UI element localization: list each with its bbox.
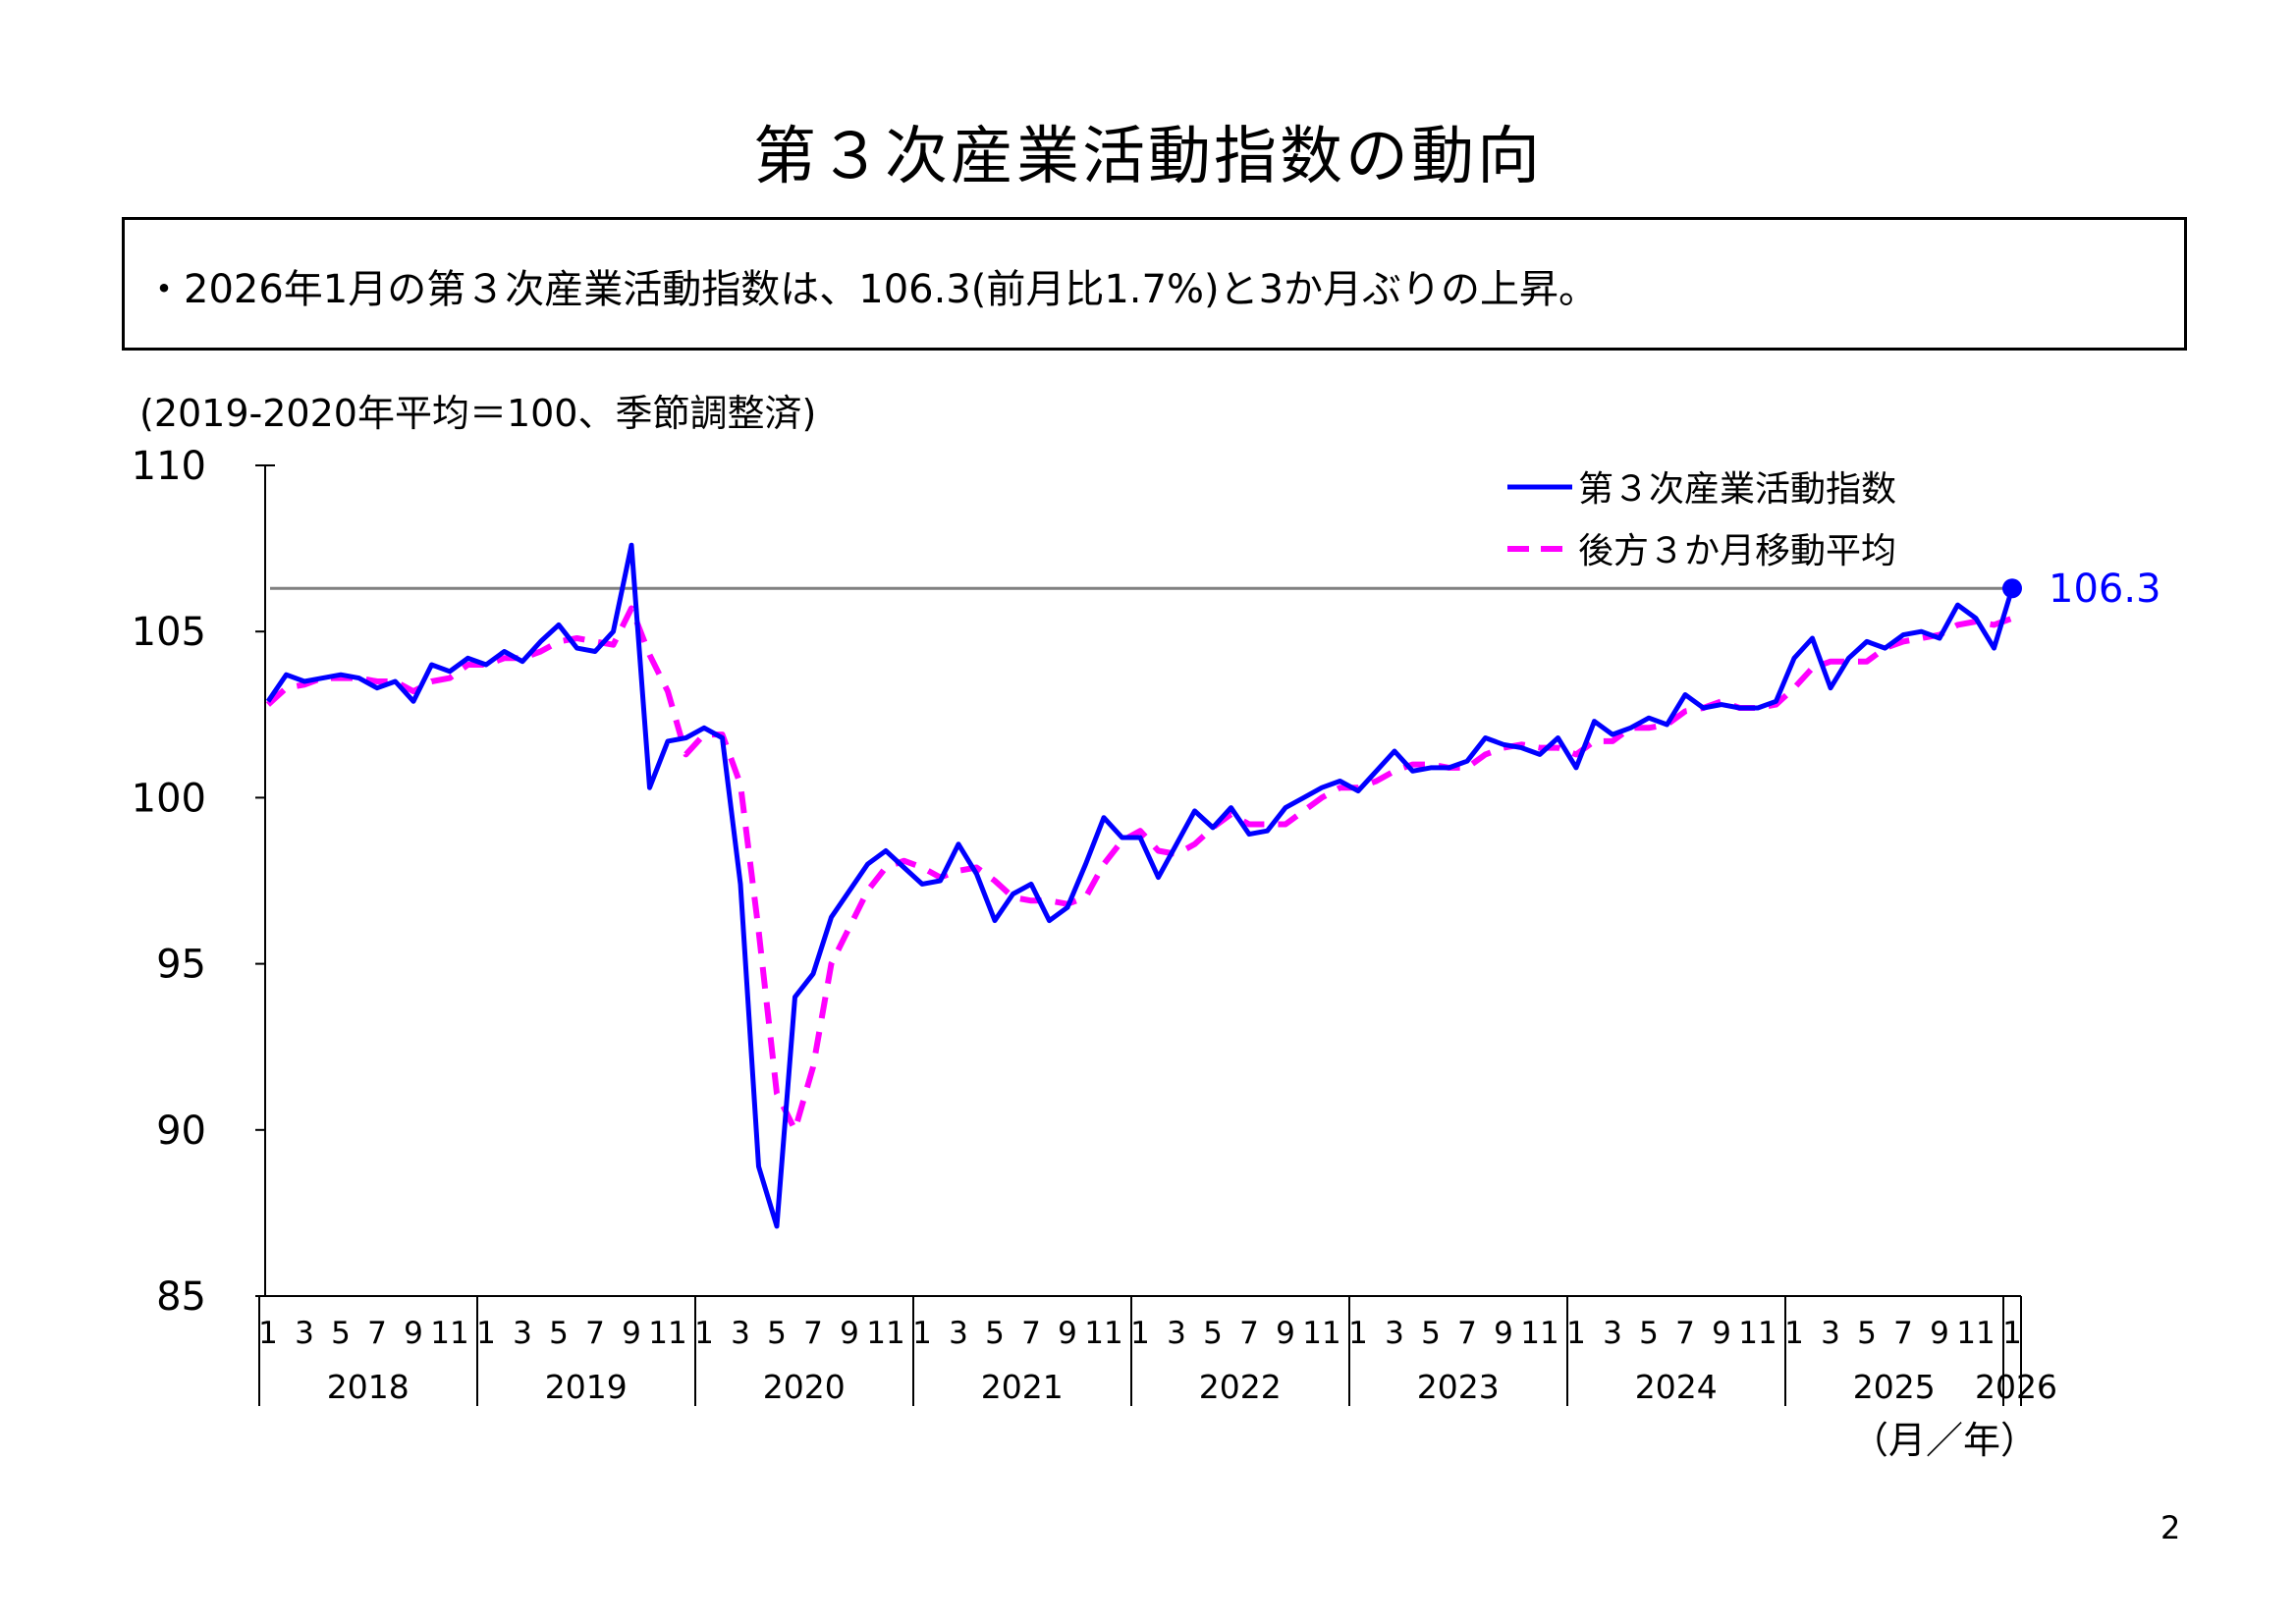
month-tick-label: 7 — [1675, 1316, 1695, 1351]
month-tick-label: 9 — [1276, 1316, 1295, 1351]
month-tick-label: 1 — [476, 1316, 496, 1351]
year-label: 2021 — [981, 1368, 1064, 1406]
month-tick-label: 11 — [866, 1316, 904, 1351]
month-tick-label: 1 — [1784, 1316, 1804, 1351]
page-title: 第３次産業活動指数の動向 — [753, 121, 1543, 193]
month-tick-label: 7 — [1457, 1316, 1477, 1351]
month-tick-label: 1 — [2002, 1316, 2022, 1351]
year-label: 2026 — [1975, 1368, 2057, 1406]
month-tick-label: 11 — [1738, 1316, 1777, 1351]
month-tick-label: 3 — [295, 1316, 314, 1351]
month-tick-label: 7 — [803, 1316, 823, 1351]
month-tick-label: 5 — [549, 1316, 569, 1351]
month-tick-label: 7 — [585, 1316, 605, 1351]
month-tick-label: 9 — [1930, 1316, 1949, 1351]
year-label: 2025 — [1853, 1368, 1936, 1406]
month-tick-label: 3 — [731, 1316, 750, 1351]
y-axis-ticks: 110 105 100 95 90 85 — [132, 444, 265, 1320]
y-tick-label: 100 — [132, 776, 206, 821]
page-number: 2 — [2160, 1509, 2181, 1546]
month-tick-label: 1 — [1348, 1316, 1368, 1351]
year-label: 2020 — [763, 1368, 846, 1406]
legend-label-index: 第３次産業活動指数 — [1578, 469, 1896, 510]
month-tick-label: 3 — [1603, 1316, 1622, 1351]
series-points — [265, 542, 2015, 1229]
month-tick-label: 5 — [1639, 1316, 1659, 1351]
month-tick-label: 5 — [1857, 1316, 1877, 1351]
month-tick-label: 5 — [985, 1316, 1005, 1351]
month-tick-label: 9 — [1712, 1316, 1731, 1351]
month-tick-label: 7 — [1893, 1316, 1913, 1351]
month-tick-label: 3 — [949, 1316, 968, 1351]
year-label: 2022 — [1199, 1368, 1282, 1406]
month-tick-label: 11 — [648, 1316, 686, 1351]
summary-text: ・2026年1月の第３次産業活動指数は、106.3(前月比1.7%)と3か月ぶり… — [144, 267, 1599, 312]
month-tick-label: 9 — [1494, 1316, 1513, 1351]
year-label: 2018 — [327, 1368, 410, 1406]
year-label: 2019 — [545, 1368, 628, 1406]
month-tick-label: 1 — [1566, 1316, 1586, 1351]
latest-point-marker — [2002, 578, 2022, 599]
series-line-index — [265, 542, 2015, 1229]
latest-value-label: 106.3 — [2049, 567, 2161, 612]
month-tick-label: 1 — [1130, 1316, 1150, 1351]
month-tick-label: 1 — [912, 1316, 932, 1351]
month-tick-label: 7 — [1239, 1316, 1259, 1351]
month-tick-label: 11 — [1084, 1316, 1122, 1351]
chart-axes — [264, 464, 2021, 1297]
month-tick-label: 3 — [513, 1316, 532, 1351]
month-tick-label: 9 — [840, 1316, 859, 1351]
x-axis-unit-label: （月／年） — [1851, 1419, 2038, 1462]
month-tick-label: 3 — [1385, 1316, 1404, 1351]
month-tick-label: 1 — [258, 1316, 278, 1351]
month-tick-label: 9 — [1058, 1316, 1077, 1351]
month-tick-label: 11 — [430, 1316, 468, 1351]
month-tick-label: 5 — [767, 1316, 787, 1351]
month-tick-label: 7 — [367, 1316, 387, 1351]
month-tick-label: 3 — [1167, 1316, 1186, 1351]
month-tick-label: 9 — [622, 1316, 641, 1351]
summary-box: ・2026年1月の第３次産業活動指数は、106.3(前月比1.7%)と3か月ぶり… — [122, 217, 2187, 351]
month-tick-label: 9 — [404, 1316, 423, 1351]
month-tick-label: 1 — [694, 1316, 714, 1351]
series-line-moving-average — [265, 605, 2014, 1133]
month-tick-label: 3 — [1821, 1316, 1840, 1351]
y-tick-label: 95 — [156, 943, 206, 988]
y-tick-label: 85 — [156, 1274, 206, 1320]
month-tick-label: 11 — [1520, 1316, 1558, 1351]
unit-note: (2019-2020年平均＝100、季節調整済) — [139, 392, 817, 435]
month-tick-label: 11 — [1956, 1316, 1995, 1351]
y-tick-label: 105 — [132, 610, 206, 655]
chart-legend: 第３次産業活動指数 後方３か月移動平均 — [1507, 469, 1896, 571]
month-tick-label: 5 — [1203, 1316, 1223, 1351]
month-tick-label: 5 — [1421, 1316, 1441, 1351]
y-tick-label: 90 — [156, 1109, 206, 1154]
legend-label-moving-average: 後方３か月移動平均 — [1578, 531, 1896, 571]
y-tick-label: 110 — [132, 444, 206, 489]
month-tick-label: 7 — [1021, 1316, 1041, 1351]
month-tick-label: 5 — [331, 1316, 351, 1351]
year-label: 2023 — [1417, 1368, 1500, 1406]
year-label: 2024 — [1635, 1368, 1718, 1406]
month-tick-label: 11 — [1302, 1316, 1340, 1351]
